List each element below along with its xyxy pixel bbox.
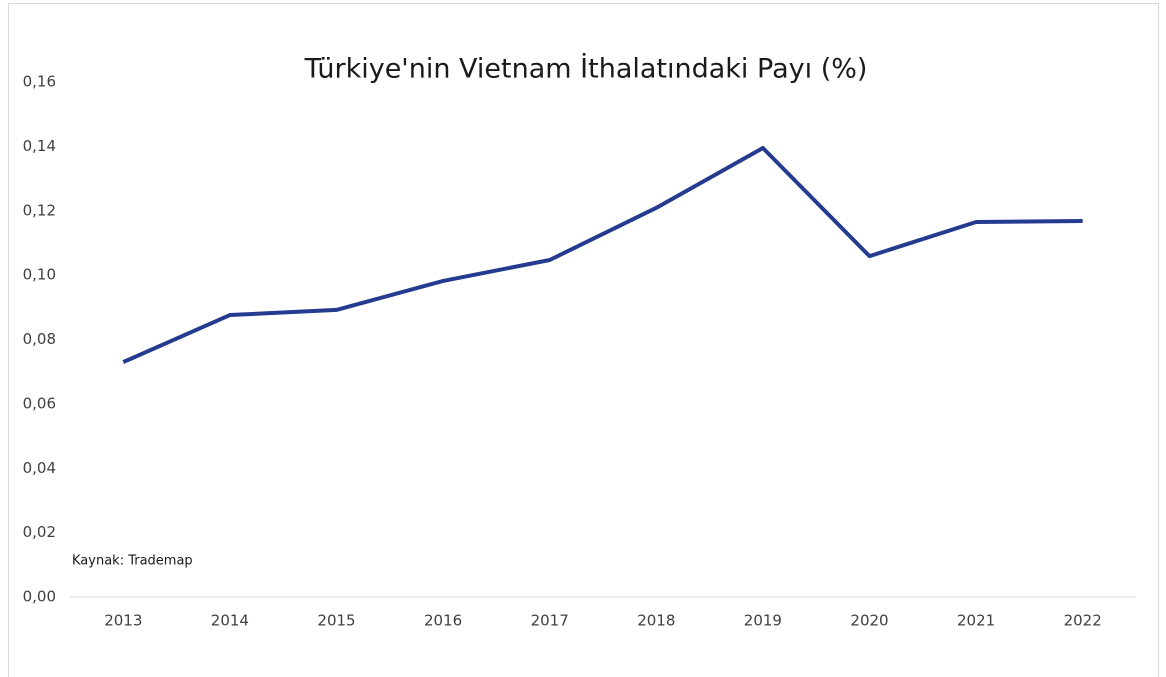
y-tick-label: 0,00 [23, 588, 56, 606]
y-tick-label: 0,14 [23, 137, 56, 155]
x-tick-label: 2016 [424, 612, 462, 630]
y-tick-label: 0,04 [23, 459, 56, 477]
x-tick-label: 2021 [957, 612, 995, 630]
x-tick-label: 2015 [317, 612, 355, 630]
y-tick-label: 0,06 [23, 394, 56, 412]
x-tick-label: 2017 [531, 612, 569, 630]
source-note: Kaynak: Trademap [72, 554, 193, 569]
x-tick-label: 2013 [104, 612, 142, 630]
x-tick-label: 2020 [850, 612, 888, 630]
chart-frame [8, 3, 1159, 677]
chart-title: Türkiye'nin Vietnam İthalatındaki Payı (… [304, 53, 868, 85]
y-tick-label: 0,02 [23, 523, 56, 541]
x-tick-label: 2022 [1064, 612, 1102, 630]
x-tick-label: 2019 [744, 612, 782, 630]
line-series [122, 145, 1083, 364]
y-tick-label: 0,10 [23, 266, 56, 284]
x-tick-label: 2018 [637, 612, 675, 630]
y-tick-label: 0,08 [23, 330, 56, 348]
y-tick-label: 0,12 [23, 201, 56, 219]
y-tick-label: 0,16 [23, 73, 56, 91]
x-tick-label: 2014 [211, 612, 249, 630]
